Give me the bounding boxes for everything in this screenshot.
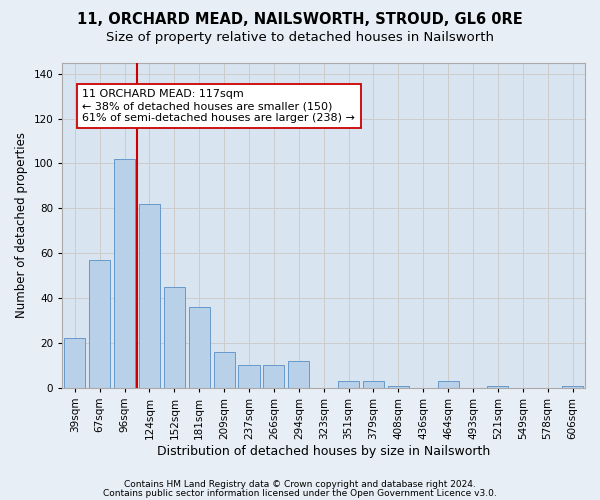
Bar bbox=[114, 159, 135, 388]
X-axis label: Distribution of detached houses by size in Nailsworth: Distribution of detached houses by size … bbox=[157, 444, 490, 458]
Bar bbox=[388, 386, 409, 388]
Text: Contains HM Land Registry data © Crown copyright and database right 2024.: Contains HM Land Registry data © Crown c… bbox=[124, 480, 476, 489]
Bar bbox=[338, 381, 359, 388]
Text: 11, ORCHARD MEAD, NAILSWORTH, STROUD, GL6 0RE: 11, ORCHARD MEAD, NAILSWORTH, STROUD, GL… bbox=[77, 12, 523, 28]
Bar bbox=[437, 381, 458, 388]
Text: Size of property relative to detached houses in Nailsworth: Size of property relative to detached ho… bbox=[106, 32, 494, 44]
Bar bbox=[214, 352, 235, 388]
Bar bbox=[139, 204, 160, 388]
Bar bbox=[64, 338, 85, 388]
Bar bbox=[562, 386, 583, 388]
Text: Contains public sector information licensed under the Open Government Licence v3: Contains public sector information licen… bbox=[103, 488, 497, 498]
Bar bbox=[89, 260, 110, 388]
Bar bbox=[288, 361, 310, 388]
Text: 11 ORCHARD MEAD: 117sqm
← 38% of detached houses are smaller (150)
61% of semi-d: 11 ORCHARD MEAD: 117sqm ← 38% of detache… bbox=[82, 90, 355, 122]
Bar bbox=[238, 366, 260, 388]
Bar bbox=[487, 386, 508, 388]
Bar bbox=[164, 287, 185, 388]
Bar bbox=[188, 307, 210, 388]
Bar bbox=[363, 381, 384, 388]
Bar bbox=[263, 366, 284, 388]
Y-axis label: Number of detached properties: Number of detached properties bbox=[15, 132, 28, 318]
